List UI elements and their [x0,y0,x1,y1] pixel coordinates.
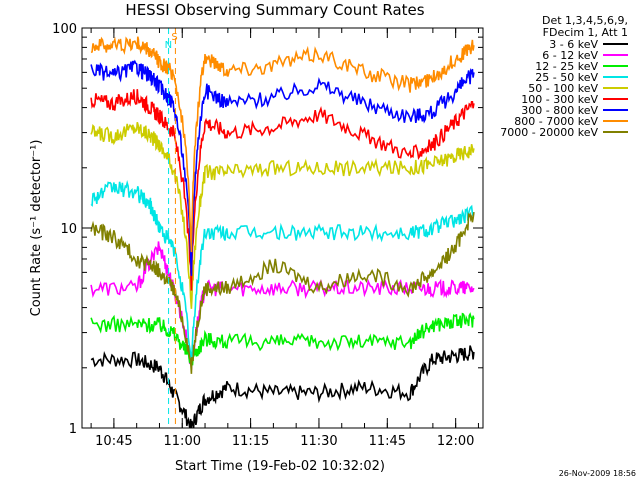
legend-label-3: 25 - 50 keV [535,71,598,84]
series-line-3 [90,179,475,368]
series-line-2 [90,312,475,366]
series-line-7 [90,36,475,253]
y-axis: 1 10 100 [52,22,483,437]
x-tick-label: 11:30 [300,434,337,449]
x-tick-label: 11:45 [369,434,406,449]
plot-area: NS [81,27,484,429]
legend-label-2: 12 - 25 keV [535,60,598,73]
legend-header: Det 1,3,4,5,6,9, [542,14,628,27]
timestamp: 26-Nov-2009 18:56 [559,469,636,478]
annotation-label-1: S [171,32,177,43]
x-tick-label: 11:15 [232,434,269,449]
series-line-0 [90,345,475,429]
x-tick-label: 10:45 [95,434,132,449]
legend-label-7: 800 - 7000 keV [514,115,598,128]
y-tick-label: 100 [52,22,77,37]
x-axis: 10:45 11:00 11:15 11:30 11:45 12:00 [90,28,479,449]
series-line-8 [90,211,475,374]
legend-header: FDecim 1, Att 1 [543,26,628,39]
legend-label-0: 3 - 6 keV [549,38,598,51]
chart-title: HESSI Observing Summary Count Rates [125,1,424,19]
x-axis-label: Start Time (19-Feb-02 10:32:02) [175,459,385,474]
legend-label-4: 50 - 100 keV [528,82,598,95]
legend-label-8: 7000 - 20000 keV [500,126,598,139]
series-line-1 [90,241,475,370]
series-line-5 [90,89,475,291]
legend-label-6: 300 - 800 keV [521,104,598,117]
series-line-4 [90,121,475,309]
y-tick-label: 10 [60,222,77,237]
legend: Det 1,3,4,5,6,9,FDecim 1, Att 13 - 6 keV… [500,14,628,139]
annotation-label-0: N [165,40,172,51]
y-tick-label: 1 [69,422,77,437]
x-tick-label: 11:00 [164,434,201,449]
x-tick-label: 12:00 [437,434,474,449]
y-axis-label: Count Rate (s⁻¹ detector⁻¹) [29,140,44,317]
legend-label-1: 6 - 12 keV [542,49,598,62]
series-line-6 [90,59,475,276]
legend-label-5: 100 - 300 keV [521,93,598,106]
